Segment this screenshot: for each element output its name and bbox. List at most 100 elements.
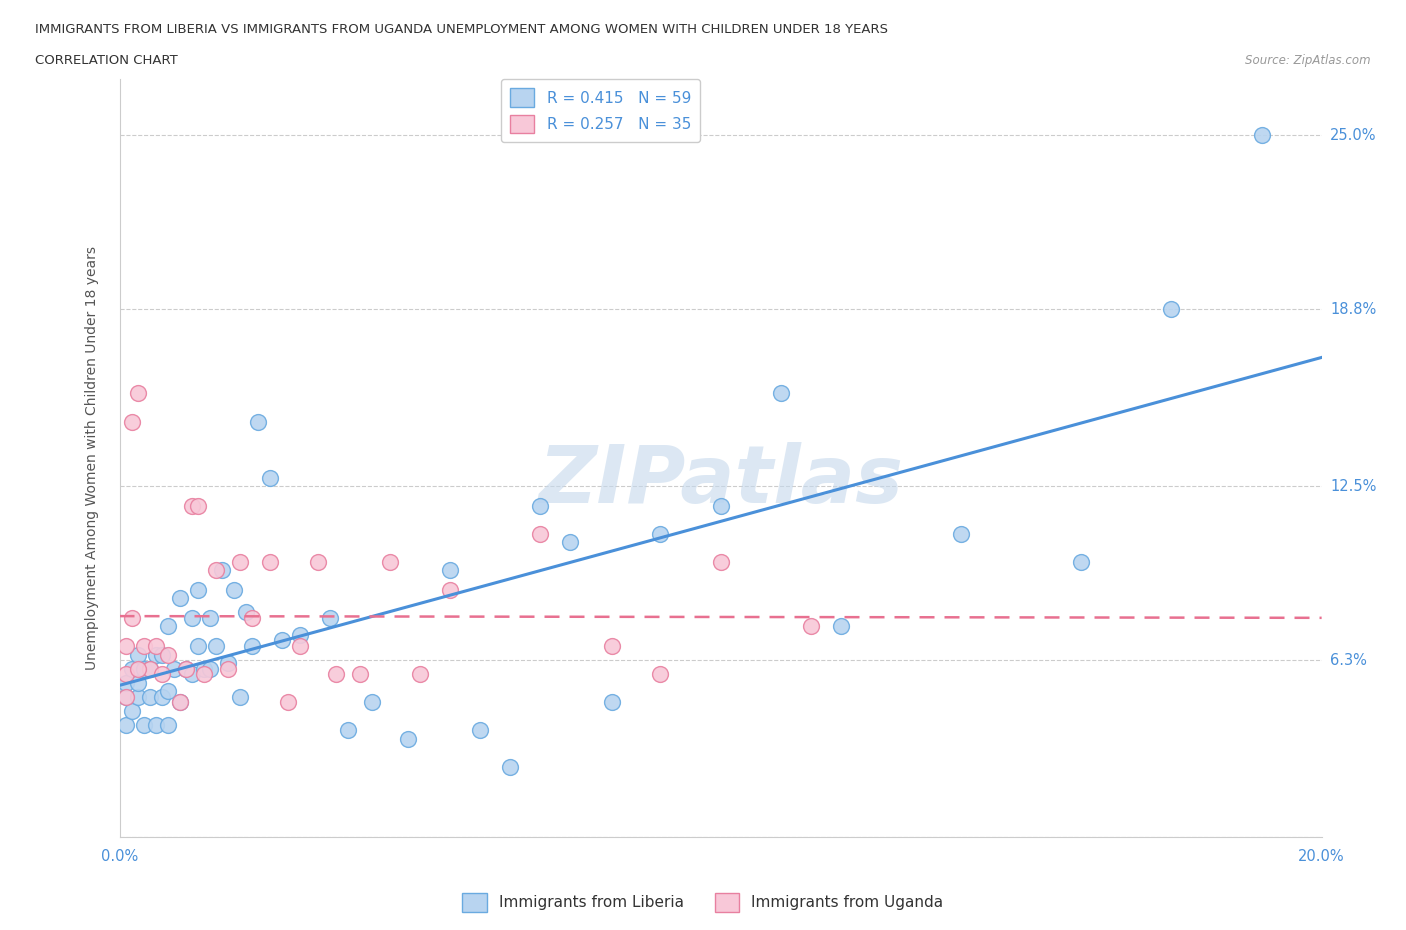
Text: 25.0%: 25.0% bbox=[1330, 127, 1376, 142]
Text: Source: ZipAtlas.com: Source: ZipAtlas.com bbox=[1246, 54, 1371, 67]
Point bbox=[396, 731, 419, 746]
Point bbox=[378, 554, 401, 569]
Point bbox=[138, 689, 160, 704]
Point bbox=[114, 689, 136, 704]
Point bbox=[1250, 127, 1272, 142]
Point bbox=[650, 526, 672, 541]
Text: 12.5%: 12.5% bbox=[1330, 479, 1376, 494]
Point bbox=[132, 639, 155, 654]
Point bbox=[602, 695, 624, 710]
Point bbox=[529, 526, 551, 541]
Point bbox=[235, 605, 257, 620]
Point bbox=[127, 647, 149, 662]
Point bbox=[180, 498, 202, 513]
Point bbox=[228, 689, 252, 704]
Point bbox=[361, 695, 384, 710]
Point bbox=[150, 689, 173, 704]
Point bbox=[325, 667, 347, 682]
Point bbox=[240, 611, 263, 626]
Point bbox=[127, 661, 149, 676]
Point bbox=[114, 689, 136, 704]
Point bbox=[174, 661, 197, 676]
Text: ZIPatlas: ZIPatlas bbox=[538, 442, 903, 520]
Point bbox=[132, 717, 155, 732]
Point bbox=[138, 661, 160, 676]
Legend: R = 0.415   N = 59, R = 0.257   N = 35: R = 0.415 N = 59, R = 0.257 N = 35 bbox=[501, 79, 700, 142]
Point bbox=[132, 661, 155, 676]
Point bbox=[217, 656, 239, 671]
Point bbox=[121, 414, 143, 429]
Point bbox=[709, 554, 731, 569]
Point bbox=[211, 563, 233, 578]
Text: IMMIGRANTS FROM LIBERIA VS IMMIGRANTS FROM UGANDA UNEMPLOYMENT AMONG WOMEN WITH : IMMIGRANTS FROM LIBERIA VS IMMIGRANTS FR… bbox=[35, 23, 889, 36]
Point bbox=[193, 667, 215, 682]
Point bbox=[127, 675, 149, 690]
Point bbox=[769, 386, 792, 401]
Point bbox=[1070, 554, 1092, 569]
Point bbox=[156, 717, 179, 732]
Point bbox=[127, 689, 149, 704]
Point bbox=[114, 667, 136, 682]
Point bbox=[121, 611, 143, 626]
Point bbox=[169, 695, 191, 710]
Point bbox=[174, 661, 197, 676]
Point bbox=[187, 639, 209, 654]
Point bbox=[204, 563, 226, 578]
Point bbox=[529, 498, 551, 513]
Point bbox=[187, 498, 209, 513]
Point bbox=[602, 639, 624, 654]
Point bbox=[650, 667, 672, 682]
Text: 18.8%: 18.8% bbox=[1330, 301, 1376, 317]
Text: 6.3%: 6.3% bbox=[1330, 653, 1367, 668]
Point bbox=[150, 647, 173, 662]
Point bbox=[800, 619, 823, 634]
Point bbox=[198, 661, 221, 676]
Point bbox=[162, 661, 184, 676]
Point bbox=[187, 582, 209, 597]
Point bbox=[114, 675, 136, 690]
Point bbox=[169, 591, 191, 605]
Point bbox=[156, 684, 179, 698]
Point bbox=[409, 667, 432, 682]
Point bbox=[127, 386, 149, 401]
Y-axis label: Unemployment Among Women with Children Under 18 years: Unemployment Among Women with Children U… bbox=[84, 246, 98, 670]
Point bbox=[1160, 302, 1182, 317]
Point bbox=[307, 554, 329, 569]
Point bbox=[156, 619, 179, 634]
Point bbox=[240, 639, 263, 654]
Text: CORRELATION CHART: CORRELATION CHART bbox=[35, 54, 179, 67]
Point bbox=[145, 717, 167, 732]
Point bbox=[277, 695, 299, 710]
Point bbox=[246, 414, 269, 429]
Point bbox=[217, 661, 239, 676]
Point bbox=[138, 661, 160, 676]
Point bbox=[114, 639, 136, 654]
Point bbox=[180, 611, 202, 626]
Point bbox=[709, 498, 731, 513]
Point bbox=[439, 563, 461, 578]
Point bbox=[121, 703, 143, 718]
Point bbox=[222, 582, 245, 597]
Point bbox=[336, 723, 359, 737]
Point bbox=[830, 619, 852, 634]
Point bbox=[169, 695, 191, 710]
Point bbox=[288, 639, 311, 654]
Point bbox=[228, 554, 252, 569]
Point bbox=[259, 554, 281, 569]
Point bbox=[204, 639, 226, 654]
Point bbox=[114, 717, 136, 732]
Point bbox=[288, 628, 311, 643]
Point bbox=[259, 471, 281, 485]
Point bbox=[180, 667, 202, 682]
Point bbox=[198, 611, 221, 626]
Point bbox=[156, 647, 179, 662]
Point bbox=[150, 667, 173, 682]
Point bbox=[439, 582, 461, 597]
Point bbox=[145, 639, 167, 654]
Point bbox=[121, 661, 143, 676]
Point bbox=[349, 667, 371, 682]
Point bbox=[950, 526, 973, 541]
Point bbox=[560, 535, 582, 550]
Point bbox=[270, 633, 292, 648]
Point bbox=[145, 647, 167, 662]
